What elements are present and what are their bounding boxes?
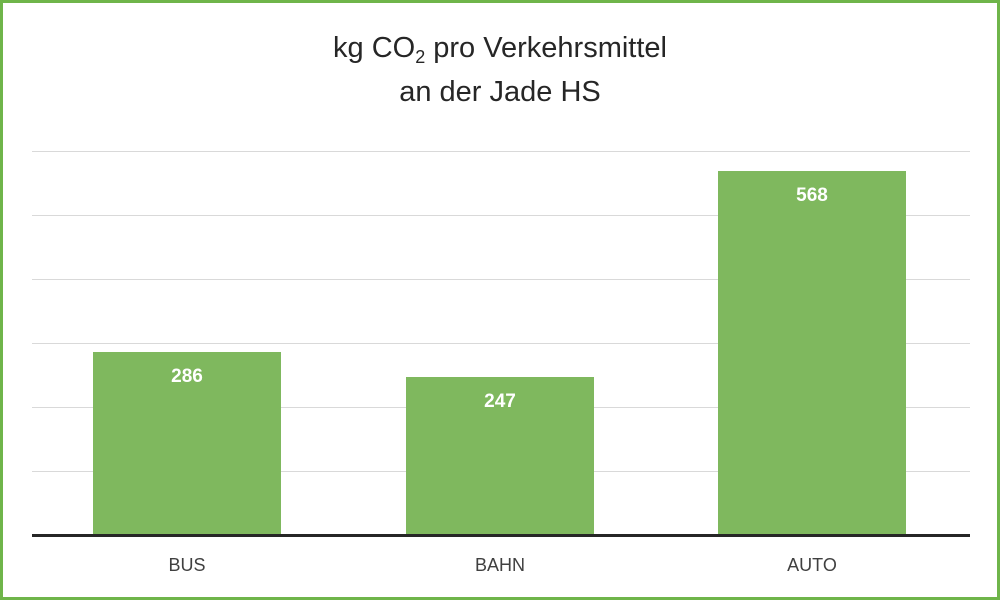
gridline [32, 151, 970, 152]
bar-value-label: 247 [484, 390, 516, 412]
x-tick-label-bus: BUS [168, 555, 206, 575]
bar-bus: 286 [93, 351, 281, 535]
bar-value-label: 286 [171, 365, 203, 387]
gridline [32, 215, 970, 216]
gridline [32, 279, 970, 280]
bar-value-label: 568 [796, 185, 828, 207]
bar-auto: 568 [718, 171, 906, 535]
x-axis-line [32, 534, 970, 537]
x-tick-label-bahn: BAHN [474, 555, 525, 575]
chart-title: kg CO2 pro Verkehrsmittel an der Jade HS [0, 26, 1000, 114]
title-line-1: kg CO2 pro Verkehrsmittel [333, 32, 667, 67]
plot-area: 286 247 568 [32, 151, 970, 537]
title-line-2: an der Jade HS [399, 76, 601, 108]
x-tick-label-auto: AUTO [787, 555, 837, 575]
gridline [32, 343, 970, 344]
bar-bahn: 247 [406, 376, 594, 535]
